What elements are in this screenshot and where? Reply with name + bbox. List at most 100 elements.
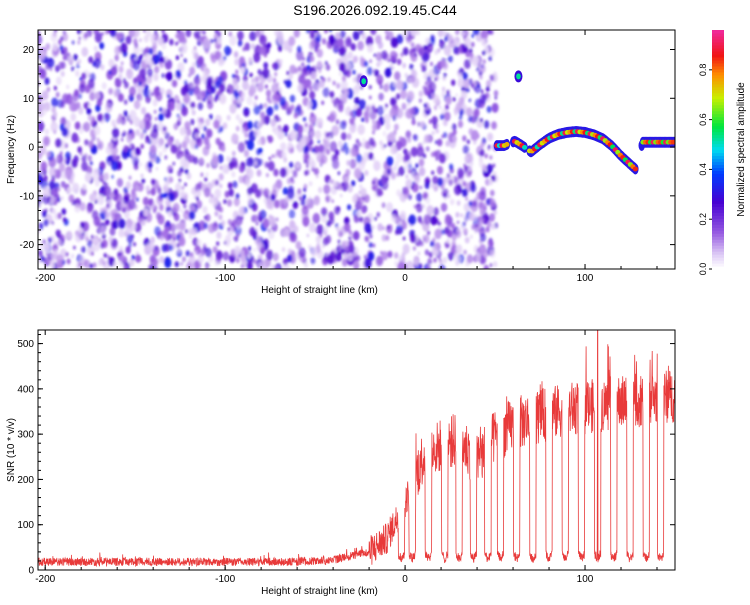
noise-cell	[237, 30, 244, 41]
colorbar-swatch	[712, 35, 724, 40]
noise-cell	[411, 77, 420, 88]
noise-cell	[297, 188, 302, 195]
noise-cell	[55, 138, 62, 148]
noise-cell	[133, 45, 140, 56]
noise-cell	[450, 222, 456, 229]
noise-cell	[111, 212, 118, 222]
noise-cell	[338, 46, 346, 57]
heatmap-cells	[38, 30, 675, 269]
noise-cell	[275, 187, 280, 194]
snr-series	[38, 330, 675, 568]
noise-cell	[65, 94, 73, 105]
noise-cell	[442, 257, 448, 264]
noise-cell	[410, 30, 418, 37]
noise-cell	[128, 242, 132, 248]
noise-cell	[446, 238, 451, 244]
noise-cell	[284, 132, 288, 137]
noise-cell	[38, 172, 43, 184]
noise-cell	[358, 216, 364, 223]
noise-cell	[323, 226, 328, 234]
noise-cell	[174, 261, 179, 268]
noise-cell	[196, 200, 203, 209]
noise-cell	[259, 45, 267, 56]
noise-cell	[462, 78, 470, 89]
colorbar-swatch	[712, 83, 724, 88]
noise-cell	[455, 229, 462, 239]
noise-cell	[150, 92, 154, 97]
noise-cell	[425, 146, 430, 152]
colorbar-swatch	[712, 98, 724, 103]
noise-cell	[465, 155, 469, 161]
noise-cell	[151, 178, 156, 185]
noise-cell	[108, 58, 115, 68]
noise-cell	[371, 105, 376, 112]
noise-cell	[142, 196, 149, 206]
noise-cell	[130, 149, 136, 157]
noise-cell	[57, 233, 62, 240]
noise-cell	[473, 139, 477, 145]
noise-cell	[216, 241, 220, 246]
noise-cell	[439, 259, 443, 265]
noise-cell	[178, 115, 182, 121]
signal-spot-core	[361, 78, 366, 85]
noise-cell	[276, 90, 280, 95]
noise-cell	[337, 230, 343, 238]
noise-cell	[272, 77, 277, 84]
noise-cell	[193, 195, 197, 200]
colorbar-swatch	[712, 239, 724, 243]
noise-cell	[138, 120, 146, 130]
colorbar-swatch	[712, 140, 724, 145]
noise-cell	[418, 166, 426, 177]
noise-cell	[280, 202, 285, 210]
colorbar-label: Normalized spectral amplitude	[736, 82, 747, 217]
noise-cell	[175, 101, 183, 111]
noise-cell	[471, 115, 477, 124]
noise-cell	[78, 93, 82, 99]
noise-cell	[479, 118, 483, 123]
noise-cell	[460, 213, 463, 218]
noise-cell	[194, 30, 198, 33]
noise-cell	[483, 120, 490, 129]
noise-cell	[413, 204, 417, 209]
noise-cell	[227, 227, 231, 232]
noise-cell	[343, 55, 347, 61]
noise-cell	[81, 161, 88, 172]
colorbar-swatch	[712, 161, 724, 166]
noise-cell	[71, 66, 75, 72]
noise-cell	[279, 59, 283, 64]
noise-cell	[402, 236, 406, 241]
noise-cell	[316, 117, 324, 128]
noise-cell	[313, 30, 318, 34]
noise-cell	[42, 186, 50, 198]
noise-cell	[452, 175, 458, 183]
noise-cell	[105, 114, 109, 120]
noise-cell	[472, 30, 480, 36]
noise-cell	[371, 225, 375, 230]
noise-cell	[179, 126, 186, 136]
noise-cell	[411, 182, 419, 193]
noise-cell	[106, 203, 110, 208]
noise-cell	[377, 223, 383, 232]
noise-cell	[405, 178, 413, 189]
noise-cell	[93, 216, 101, 227]
noise-cell	[136, 74, 143, 84]
colorbar-swatch	[712, 47, 724, 52]
noise-cell	[306, 100, 313, 109]
noise-cell	[239, 164, 245, 173]
noise-cell	[293, 30, 300, 38]
noise-cell	[163, 192, 168, 199]
y-axis-label: Frequency (Hz)	[6, 115, 17, 184]
noise-cell	[126, 134, 133, 144]
noise-cell	[250, 43, 255, 50]
noise-cell	[460, 224, 464, 230]
noise-cell	[189, 66, 196, 76]
noise-cell	[464, 236, 470, 244]
noise-cell	[306, 30, 311, 34]
noise-cell	[141, 178, 146, 184]
noise-cell	[120, 137, 124, 142]
noise-cell	[274, 71, 278, 77]
noise-cell	[490, 174, 496, 182]
x-tick-label: -100	[215, 574, 235, 585]
noise-cell	[84, 84, 91, 94]
noise-cell	[309, 90, 316, 100]
